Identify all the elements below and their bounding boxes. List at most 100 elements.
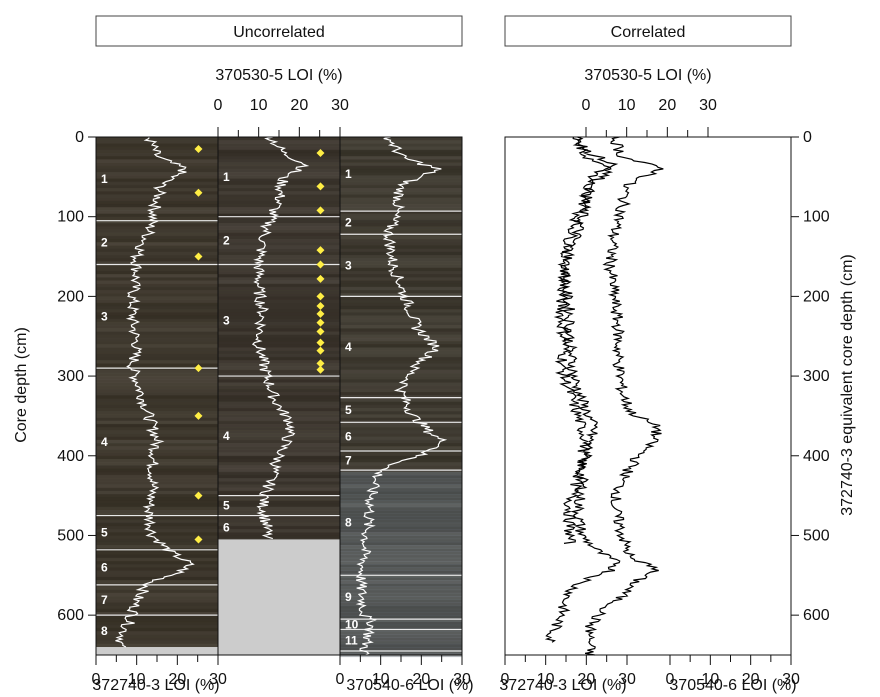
core-band xyxy=(340,223,462,227)
core-band xyxy=(218,168,340,173)
core-band xyxy=(218,334,340,339)
core-band xyxy=(96,404,218,409)
core-band xyxy=(96,242,218,246)
core-band xyxy=(340,168,462,173)
core-band xyxy=(340,643,462,648)
core-band xyxy=(340,545,462,549)
core-band xyxy=(218,258,340,262)
core-band xyxy=(340,538,462,543)
unit-label: 5 xyxy=(101,526,108,540)
top-right-loi-tick-label: 10 xyxy=(618,97,636,114)
core-band xyxy=(340,474,462,479)
core-band xyxy=(340,567,462,572)
core-band xyxy=(218,229,340,234)
core-band xyxy=(218,503,340,508)
left-panel-title: Uncorrelated xyxy=(233,24,325,41)
unit-label: 2 xyxy=(223,234,230,248)
top-right-loi-tick-label: 30 xyxy=(699,97,717,114)
core-band xyxy=(96,274,218,278)
core-band xyxy=(340,392,462,396)
bottom-left-a-loi-tick-label: 30 xyxy=(209,671,227,688)
unit-label: 8 xyxy=(101,624,108,638)
core-band xyxy=(340,621,462,626)
core-band xyxy=(218,149,340,154)
right-depth-tick-label: 300 xyxy=(803,368,830,385)
core-band xyxy=(96,159,218,164)
left-depth-tick-label: 0 xyxy=(75,129,84,146)
core-band xyxy=(340,494,462,498)
core-band xyxy=(340,605,462,610)
core-band xyxy=(218,261,340,266)
core-band xyxy=(96,519,218,524)
core-band xyxy=(218,159,340,164)
core-band xyxy=(218,443,340,447)
core-band xyxy=(340,564,462,568)
core-band xyxy=(340,599,462,603)
core-band xyxy=(340,637,462,642)
core-band xyxy=(218,245,340,250)
core-band xyxy=(218,427,340,431)
core-band xyxy=(218,143,340,148)
core-panels: 1 2 3 4 5 6 7 8 1 2 3 4 5 6 1 2 3 4 5 6 7 8 9 10 11 xyxy=(95,136,792,658)
core-band xyxy=(218,353,340,358)
core-band xyxy=(96,392,218,396)
core-band xyxy=(218,302,340,307)
unit-label: 10 xyxy=(345,617,359,631)
core-band xyxy=(218,162,340,167)
core-band xyxy=(96,557,218,562)
core-band xyxy=(218,423,340,428)
core-band xyxy=(96,439,218,444)
core-band xyxy=(218,137,340,141)
left-depth-tick-label: 300 xyxy=(57,368,84,385)
core-band xyxy=(96,589,218,594)
bottom-left-a-loi-tick-label: 10 xyxy=(128,671,146,688)
bottom-left-b-loi-tick-label: 20 xyxy=(412,671,430,688)
core-band xyxy=(340,376,462,380)
core-band xyxy=(96,341,218,345)
core-band xyxy=(96,325,218,329)
core-band xyxy=(96,140,218,144)
core-band xyxy=(340,427,462,431)
core-band xyxy=(96,586,218,591)
unit-label: 6 xyxy=(223,520,230,534)
core-band xyxy=(340,248,462,253)
core-band xyxy=(340,592,462,597)
core-band xyxy=(340,239,462,243)
dating-marker xyxy=(316,338,325,347)
core-band xyxy=(96,417,218,422)
core-band xyxy=(96,567,218,572)
core-band xyxy=(340,535,462,540)
core-band xyxy=(340,414,462,419)
core-band xyxy=(96,251,218,256)
core-band xyxy=(96,525,218,530)
core-band xyxy=(340,554,462,559)
core-band xyxy=(96,328,218,332)
core-band xyxy=(96,490,218,495)
core-band xyxy=(340,328,462,332)
core-band xyxy=(218,312,340,317)
core-band xyxy=(96,596,218,600)
core-band xyxy=(96,570,218,575)
core-band xyxy=(340,286,462,291)
core-band xyxy=(96,372,218,377)
right-depth-tick-label: 500 xyxy=(803,527,830,544)
core-band xyxy=(218,248,340,253)
core-band xyxy=(218,404,340,409)
core-band xyxy=(96,344,218,348)
core-band xyxy=(218,363,340,368)
core-band xyxy=(340,197,462,202)
core-band xyxy=(96,248,218,253)
core-band xyxy=(96,592,218,597)
unit-label: 6 xyxy=(101,560,108,574)
core-band xyxy=(340,490,462,495)
core-band xyxy=(218,184,340,189)
core-band xyxy=(96,385,218,390)
core-band xyxy=(340,417,462,422)
core-band xyxy=(96,162,218,167)
dating-marker xyxy=(316,148,325,157)
core-band xyxy=(218,194,340,199)
core-band xyxy=(96,213,218,218)
core-band xyxy=(96,376,218,380)
core-band xyxy=(96,506,218,511)
bottom-right-a-loi-tick-label: 10 xyxy=(537,671,555,688)
